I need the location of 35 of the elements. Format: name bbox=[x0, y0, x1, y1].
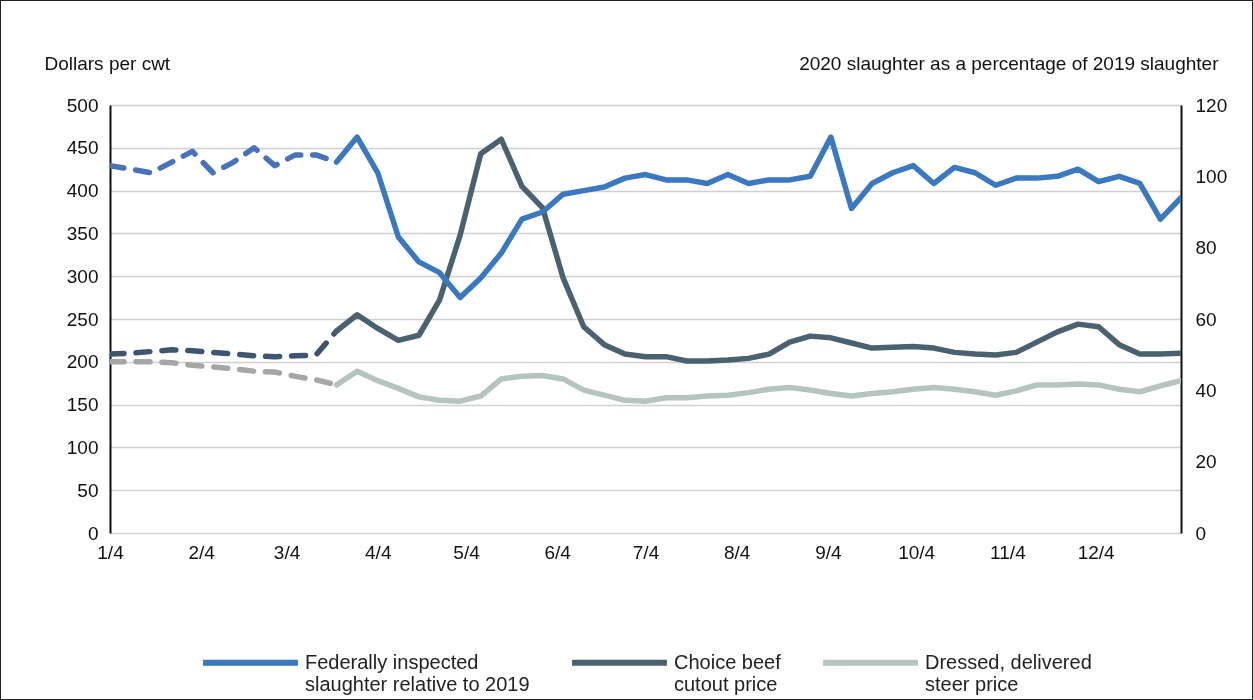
y-tick-label: 200 bbox=[66, 351, 99, 373]
y2-tick-label: 20 bbox=[1195, 451, 1217, 473]
y-tick-label: 350 bbox=[66, 222, 99, 244]
y-tick-label: 300 bbox=[66, 265, 99, 287]
y2-tick-label: 80 bbox=[1195, 237, 1217, 259]
y2-tick-label: 120 bbox=[1195, 94, 1228, 116]
y-tick-label: 0 bbox=[87, 522, 99, 544]
y2-tick-label: 60 bbox=[1195, 308, 1217, 330]
x-tick-label: 5/4 bbox=[453, 541, 481, 563]
legend-label: Choice beef cutout price bbox=[674, 650, 782, 695]
y-tick-label: 50 bbox=[77, 479, 99, 501]
y-tick-label: 100 bbox=[66, 436, 99, 458]
x-tick-label: 7/4 bbox=[632, 541, 660, 563]
y-tick-label: 400 bbox=[66, 180, 99, 202]
y2-axis-title: 2020 slaughter as a percentage of 2019 slaughter bbox=[799, 52, 1220, 74]
y-tick-label: 500 bbox=[66, 94, 99, 116]
y-tick-label: 150 bbox=[66, 394, 99, 416]
y2-tick-label: 0 bbox=[1195, 522, 1207, 544]
y2-tick-label: 100 bbox=[1195, 165, 1228, 187]
legend-label: Federally inspected slaughter relative to 2019 bbox=[305, 650, 530, 695]
legend-label: Dressed, delivered steer price bbox=[925, 650, 1092, 695]
x-tick-label: 6/4 bbox=[544, 541, 572, 563]
x-tick-label: 10/4 bbox=[898, 541, 936, 563]
x-tick-label: 1/4 bbox=[97, 541, 125, 563]
y2-tick-label: 40 bbox=[1195, 379, 1217, 401]
x-tick-label: 12/4 bbox=[1077, 541, 1116, 563]
y-axis-title: Dollars per cwt bbox=[44, 52, 171, 74]
x-tick-label: 8/4 bbox=[724, 541, 751, 563]
x-tick-label: 11/4 bbox=[990, 541, 1027, 563]
y-tick-label: 250 bbox=[66, 308, 99, 330]
x-tick-label: 3/4 bbox=[273, 541, 301, 563]
y-tick-label: 450 bbox=[66, 137, 99, 159]
x-tick-label: 4/4 bbox=[365, 541, 392, 563]
x-tick-label: 9/4 bbox=[815, 541, 843, 563]
x-tick-label: 2/4 bbox=[188, 541, 216, 563]
